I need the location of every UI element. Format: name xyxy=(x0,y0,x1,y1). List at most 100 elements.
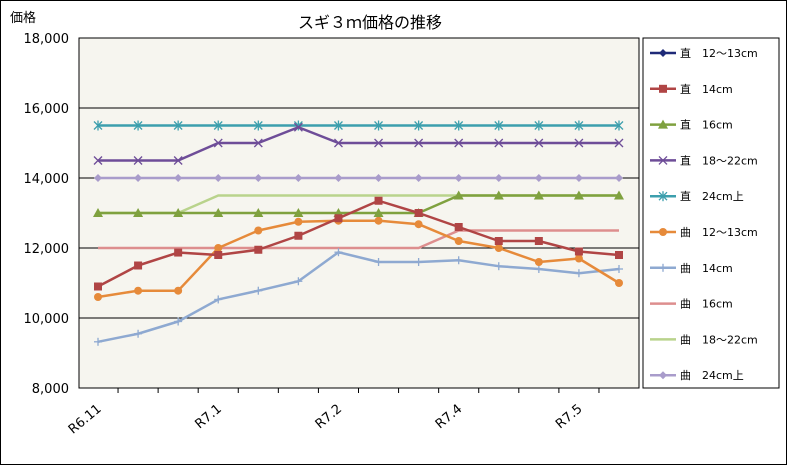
data-point xyxy=(334,120,343,131)
y-tick-label: 14,000 xyxy=(24,172,70,187)
data-point xyxy=(615,251,623,259)
data-point xyxy=(574,174,583,182)
series-6 xyxy=(94,216,623,301)
data-point xyxy=(454,138,464,148)
data-point xyxy=(414,120,424,131)
data-point xyxy=(615,279,623,287)
data-point xyxy=(134,286,143,295)
data-point xyxy=(658,191,668,202)
data-point-stroke xyxy=(374,138,383,148)
data-point xyxy=(494,237,503,245)
data-point xyxy=(454,223,463,231)
data-point xyxy=(293,122,303,132)
legend-label: 曲 18～22cm xyxy=(680,333,758,346)
data-point xyxy=(294,231,303,240)
data-point xyxy=(414,258,423,266)
legend-item: 曲 24cm上 xyxy=(650,369,744,382)
data-point xyxy=(493,190,504,200)
data-point xyxy=(94,337,102,346)
data-point xyxy=(374,174,383,182)
legend-item: 直 12～13cm xyxy=(650,46,758,60)
data-point xyxy=(334,174,343,182)
data-point xyxy=(254,226,263,235)
chart-title: スギ３ｍ価格の推移 xyxy=(298,13,442,32)
data-point xyxy=(214,244,223,252)
data-point xyxy=(293,208,304,217)
data-point xyxy=(93,120,103,131)
series-4 xyxy=(93,122,624,165)
legend-item: 曲 14cm xyxy=(650,262,733,275)
data-point xyxy=(534,120,544,131)
legend-item: 直 14cm xyxy=(650,82,733,96)
data-point xyxy=(373,208,384,217)
data-point xyxy=(494,174,503,182)
data-point-stroke xyxy=(494,138,504,148)
data-point xyxy=(574,254,583,263)
series-line xyxy=(97,250,620,344)
y-tick-label: 18,000 xyxy=(24,32,70,47)
data-point xyxy=(213,208,224,217)
data-point xyxy=(374,196,383,205)
data-point xyxy=(213,138,223,148)
data-point-stroke xyxy=(454,138,464,148)
data-point xyxy=(254,174,263,182)
y-tick-label: 16,000 xyxy=(24,102,70,117)
data-point-stroke xyxy=(614,138,624,148)
data-point xyxy=(659,371,667,380)
data-point xyxy=(414,209,423,217)
data-point xyxy=(94,174,102,182)
data-point xyxy=(174,317,183,326)
data-point xyxy=(659,49,667,57)
series-3 xyxy=(93,190,624,217)
data-point xyxy=(294,277,303,286)
data-point-stroke xyxy=(574,138,584,148)
y-axis-label: 価格 xyxy=(10,10,36,26)
data-point xyxy=(214,251,223,259)
data-point xyxy=(414,220,423,229)
legend-item: 曲 12～13cm xyxy=(650,226,758,239)
data-point xyxy=(573,190,584,200)
data-point xyxy=(533,190,544,200)
series-7 xyxy=(94,248,623,346)
series-line xyxy=(98,229,619,250)
data-point xyxy=(294,217,303,226)
data-point xyxy=(659,84,667,93)
data-point xyxy=(174,174,183,182)
y-tick-label: 10,000 xyxy=(24,312,70,327)
legend-label: 直 12～13cm xyxy=(680,46,758,60)
data-point xyxy=(134,329,143,338)
legend-label: 曲 16cm xyxy=(680,298,733,311)
data-point xyxy=(454,256,463,265)
data-point xyxy=(494,244,503,252)
data-point xyxy=(534,237,543,245)
data-point-stroke xyxy=(93,156,103,165)
data-point xyxy=(615,265,623,273)
data-point xyxy=(254,286,263,295)
data-point-stroke xyxy=(414,138,424,148)
data-point xyxy=(173,120,183,131)
data-point xyxy=(94,282,102,291)
data-point xyxy=(374,216,383,225)
data-point xyxy=(614,120,624,131)
data-point-stroke xyxy=(213,138,223,148)
series-5 xyxy=(93,120,624,131)
data-point xyxy=(173,208,184,217)
data-point xyxy=(214,174,223,182)
data-point xyxy=(494,120,504,131)
y-tick-label: 8,000 xyxy=(32,382,69,397)
data-point-stroke xyxy=(534,138,544,148)
data-point xyxy=(534,258,543,266)
series-2 xyxy=(94,196,623,291)
data-point xyxy=(334,138,343,148)
data-point xyxy=(574,269,583,278)
legend-item: 曲 18～22cm xyxy=(650,333,758,346)
series-line xyxy=(98,126,619,162)
legend-label: 直 24cm上 xyxy=(680,189,744,203)
data-point xyxy=(454,174,463,182)
data-point xyxy=(253,120,263,131)
data-point xyxy=(374,258,383,266)
data-point xyxy=(414,138,424,148)
series-10 xyxy=(94,174,623,182)
